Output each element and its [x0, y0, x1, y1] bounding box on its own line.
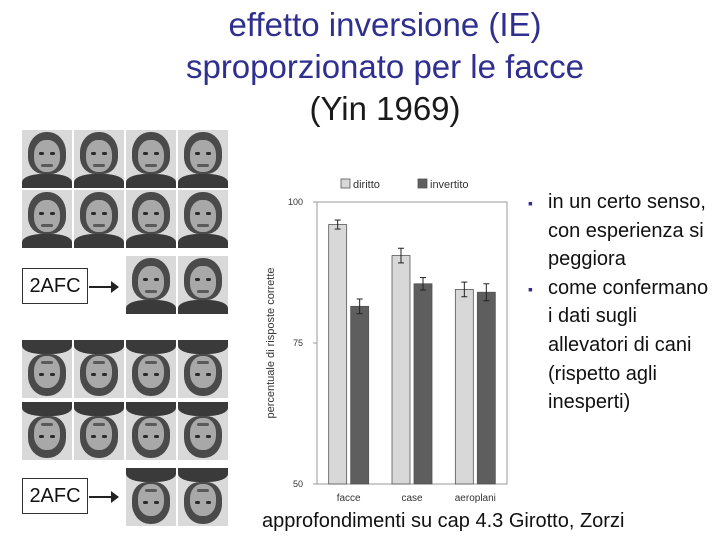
bullet-item: ▪ come confermano i dati sugli allevator… — [528, 274, 713, 417]
upright-face-photo — [74, 130, 124, 188]
bar-diritto-facce — [328, 224, 348, 485]
bar-diritto-aeroplani — [454, 289, 474, 485]
bar-invertito-facce — [350, 305, 370, 485]
inverted-face-photo — [74, 402, 124, 460]
plot-area — [316, 201, 508, 485]
upright-face-photo — [178, 190, 228, 248]
title-line-2: sproporzionato per le facce — [185, 48, 585, 85]
afc-label-upright: 2AFC — [22, 268, 88, 304]
upright-face-photo — [178, 130, 228, 188]
inverted-face-photo — [74, 340, 124, 398]
arrow-icon — [89, 491, 119, 503]
legend-label: diritto — [353, 179, 380, 191]
bullet-text: come confermano i dati sugli allevatori … — [548, 276, 709, 414]
upright-face-photo — [126, 130, 176, 188]
bullet-list: ▪ in un certo senso, con esperienza si p… — [528, 188, 713, 417]
y-tick-label: 50 — [293, 479, 303, 489]
inverted-face-photo — [178, 340, 228, 398]
inverted-face-photo — [22, 340, 72, 398]
inverted-face-photo — [126, 468, 176, 526]
bullet-square-icon: ▪ — [528, 280, 533, 297]
slide-title: effetto inversione (IE) sproporzionato p… — [90, 4, 680, 130]
y-tick-label: 100 — [288, 197, 303, 207]
bullet-text: in un certo senso, con esperienza si peg… — [548, 191, 706, 271]
y-tick-label: 75 — [293, 338, 303, 348]
legend-label: invertito — [430, 179, 469, 191]
x-tick-label: aeroplani — [455, 493, 496, 504]
inverted-face-photo — [22, 402, 72, 460]
afc-label-inverted: 2AFC — [22, 478, 88, 514]
bar-invertito-case — [413, 283, 433, 485]
x-tick-label: facce — [337, 493, 361, 504]
inverted-face-photo — [126, 402, 176, 460]
bar-invertito-aeroplani — [476, 291, 496, 485]
arrow-icon — [89, 281, 119, 293]
upright-face-photo — [74, 190, 124, 248]
upright-face-photo — [22, 190, 72, 248]
bar-diritto-case — [391, 255, 411, 485]
upright-face-photo — [126, 190, 176, 248]
footer-reference: approfondimenti su cap 4.3 Girotto, Zorz… — [262, 510, 625, 532]
upright-face-photo — [22, 130, 72, 188]
x-tick-label: case — [401, 493, 423, 504]
legend-swatch — [417, 178, 428, 189]
bullet-item: ▪ in un certo senso, con esperienza si p… — [528, 188, 713, 274]
inverted-face-photo — [178, 468, 228, 526]
y-axis-label: percentuale di risposte corrette — [265, 267, 277, 418]
bar-chart: 50 75 100 facce case aeroplani diritto invert… — [265, 178, 508, 504]
title-line-3: (Yin 1969) — [309, 90, 461, 127]
title-line-1: effetto inversione (IE) — [228, 6, 542, 43]
inverted-face-photo — [126, 340, 176, 398]
legend-swatch — [340, 178, 351, 189]
inverted-face-photo — [178, 402, 228, 460]
bullet-square-icon: ▪ — [528, 195, 533, 211]
upright-face-photo — [126, 256, 176, 314]
upright-face-photo — [178, 256, 228, 314]
